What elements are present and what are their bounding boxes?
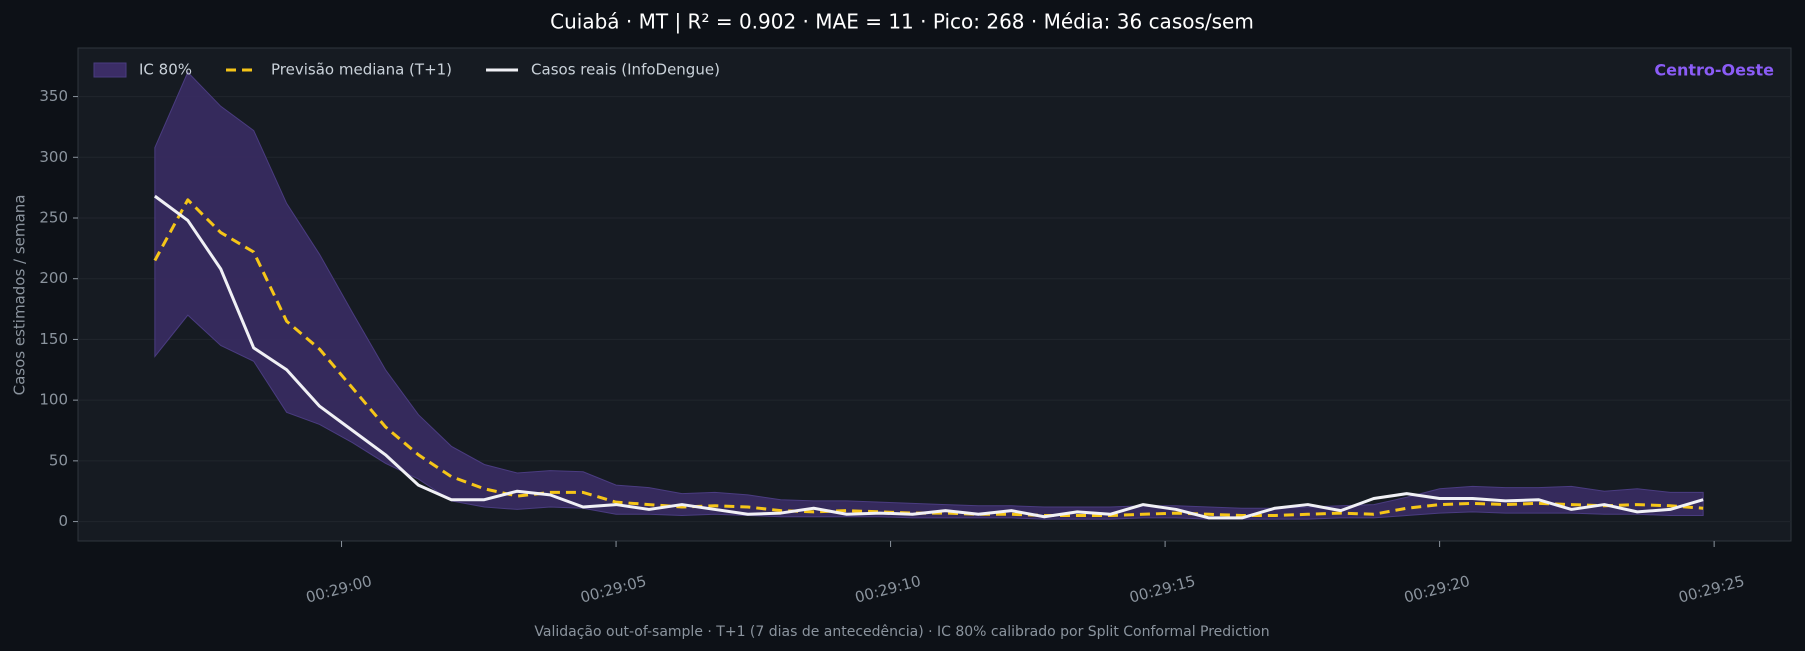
y-axis-label: Casos estimados / semana [11,195,29,396]
footnote: Validação out-of-sample · T+1 (7 dias de… [534,624,1269,640]
y-tick-label: 150 [39,330,68,348]
y-tick-label: 100 [39,391,68,409]
y-tick-label: 0 [58,512,68,530]
legend-label: Casos reais (InfoDengue) [531,61,720,79]
series-line [153,198,1704,517]
plot-area [77,47,1792,542]
confidence-band [154,71,1704,520]
chart-title: Cuiabá · MT | R² = 0.902 · MAE = 11 · Pi… [550,10,1254,34]
legend-label: IC 80% [139,61,192,79]
y-tick-label: 300 [39,148,68,166]
legend-swatch [93,62,127,78]
annotation: Centro-Oeste [1654,61,1774,80]
y-tick-label: 350 [39,87,68,105]
y-tick-label: 50 [49,451,68,469]
series-line [153,194,1704,520]
legend-label: Previsão mediana (T+1) [271,61,452,79]
y-tick-label: 250 [39,209,68,227]
y-tick-label: 200 [39,269,68,287]
